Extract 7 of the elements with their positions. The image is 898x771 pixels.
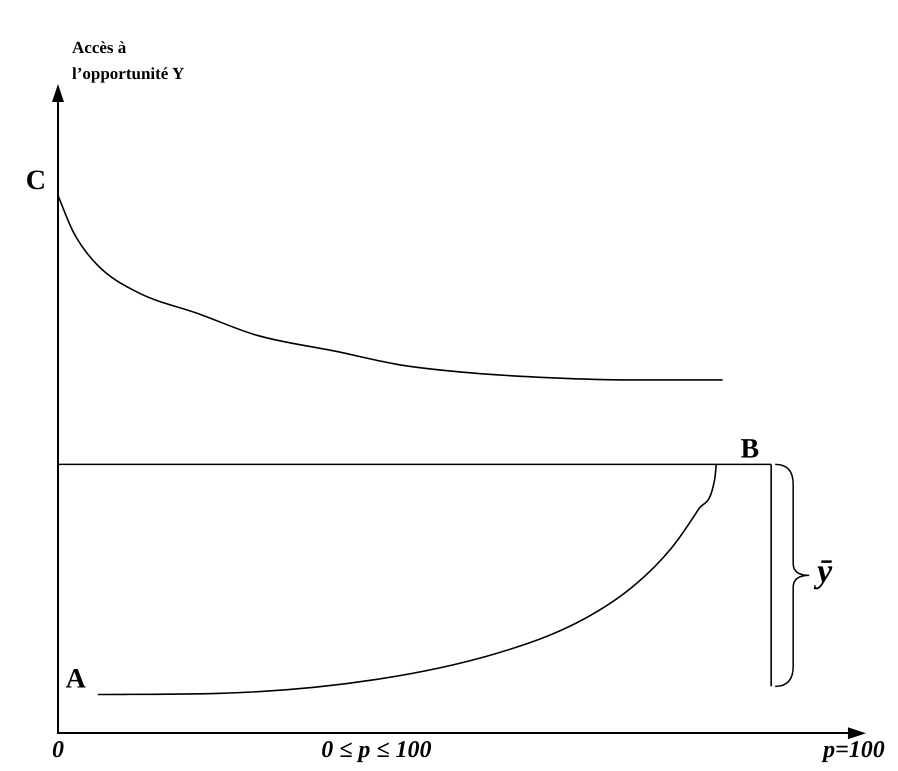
- x-tick-label: 0: [52, 736, 64, 763]
- x-tick-label: p=100: [821, 736, 885, 763]
- annotation: C: [26, 164, 46, 196]
- x-tick-label: 0 ≤ p ≤ 100: [321, 736, 432, 763]
- annotation: B: [740, 434, 760, 465]
- text: Accès à l’opportunité Y: [72, 37, 184, 85]
- annotation: A: [66, 664, 87, 695]
